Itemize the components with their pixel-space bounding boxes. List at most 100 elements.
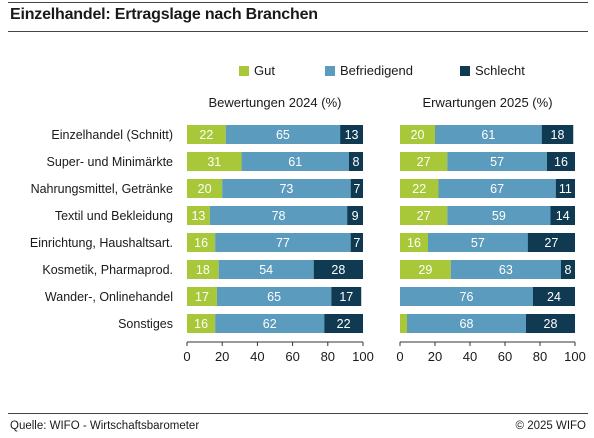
data-label: 8 [352,155,359,169]
bar-segment-gut [400,314,407,333]
bar-segment-befriedigend [215,314,325,333]
x-tick-label: 80 [321,349,335,364]
data-label: 27 [544,236,558,250]
data-label: 16 [194,236,208,250]
panel-title-2: Erwartungen 2025 (%) [422,95,552,110]
data-label: 65 [276,128,290,142]
data-label: 20 [411,128,425,142]
bar-segment-schlecht [348,152,363,171]
data-label: 27 [417,209,431,223]
category-label: Wander-, Onlinehandel [45,290,173,304]
legend-label-schlecht: Schlecht [475,63,525,78]
source-note: Quelle: WIFO - Wirtschaftsbarometer [10,420,200,432]
data-label: 78 [272,209,286,223]
x-tick-label: 0 [396,349,403,364]
data-label: 61 [481,128,495,142]
bar-segment-gut [400,233,428,252]
data-label: 11 [559,182,572,196]
bar-segment-befriedigend [438,179,556,198]
bar-segment-schlecht [550,206,575,225]
x-tick-label: 100 [352,349,374,364]
bar-segment-gut [187,260,219,279]
data-label: 59 [492,209,506,223]
category-label: Textil und Bekleidung [55,209,173,223]
bar-segment-gut [187,206,210,225]
data-label: 28 [544,317,558,331]
x-tick-label: 60 [498,349,512,364]
data-label: 65 [267,290,281,304]
data-label: 24 [547,290,561,304]
bar-segment-gut [400,206,448,225]
data-label: 7 [353,236,360,250]
data-label: 22 [337,317,351,331]
x-tick-label: 100 [564,349,586,364]
bar-segment-schlecht [527,233,575,252]
bar-segment-schlecht [347,206,363,225]
data-label: 73 [279,182,293,196]
data-label: 77 [276,236,290,250]
footer-rule [8,413,588,414]
bar-segment-schlecht [313,260,363,279]
bar-segment-gut [400,152,448,171]
bar-segment-schlecht [331,287,362,306]
data-label: 16 [407,236,421,250]
title-rule [8,31,588,32]
bar-segment-gut [400,125,435,144]
bar-segment-schlecht [555,179,575,198]
bar-segment-schlecht [533,287,575,306]
x-tick-label: 40 [463,349,477,364]
x-tick-label: 0 [183,349,190,364]
data-label: 29 [418,263,432,277]
bar-segment-befriedigend [447,206,551,225]
data-label: 76 [460,290,474,304]
legend-swatch-schlecht [460,66,470,76]
bar-segment-schlecht [547,152,575,171]
data-label: 17 [195,290,209,304]
legend-swatch-befriedigend [325,66,335,76]
data-label: 18 [196,263,210,277]
data-label: 31 [207,155,221,169]
bar-segment-schlecht [541,125,574,144]
category-label: Sonstiges [118,317,173,331]
bar-segment-befriedigend [209,206,348,225]
copyright-note: © 2025 WIFO [515,420,586,432]
category-label: Einrichtung, Haushaltsart. [30,236,173,250]
data-label: 13 [191,209,205,223]
bar-segment-befriedigend [400,287,533,306]
data-label: 61 [288,155,302,169]
data-label: 18 [551,128,565,142]
bar-segment-befriedigend [222,179,351,198]
data-label: 14 [556,209,570,223]
bar-segment-schlecht [324,314,363,333]
category-label: Nahrungsmittel, Getränke [31,182,173,196]
bar-segment-schlecht [561,260,575,279]
data-label: 16 [554,155,568,169]
data-label: 20 [198,182,212,196]
data-label: 7 [353,182,360,196]
bar-segment-schlecht [526,314,575,333]
bar-segment-befriedigend [218,260,314,279]
bar-segment-gut [187,233,216,252]
data-label: 62 [263,317,277,331]
legend-swatch-gut [239,66,249,76]
bar-segment-schlecht [350,233,363,252]
x-tick-label: 40 [250,349,264,364]
bar-segment-befriedigend [241,152,349,171]
x-tick-label: 20 [215,349,229,364]
bar-segment-gut [400,260,451,279]
category-label: Kosmetik, Pharmaprod. [42,263,173,277]
bar-segment-befriedigend [447,152,547,171]
bar-segment-befriedigend [225,125,341,144]
data-label: 57 [490,155,504,169]
data-label: 57 [471,236,485,250]
category-label: Super- und Minimärkte [47,155,173,169]
bar-segment-schlecht [350,179,363,198]
data-label: 16 [194,317,208,331]
data-label: 27 [417,155,431,169]
data-label: 17 [339,290,353,304]
page-title: Einzelhandel: Ertragslage nach Branchen [10,6,318,23]
bar-segment-schlecht [340,125,363,144]
x-tick-label: 20 [428,349,442,364]
data-label: 8 [565,263,572,277]
